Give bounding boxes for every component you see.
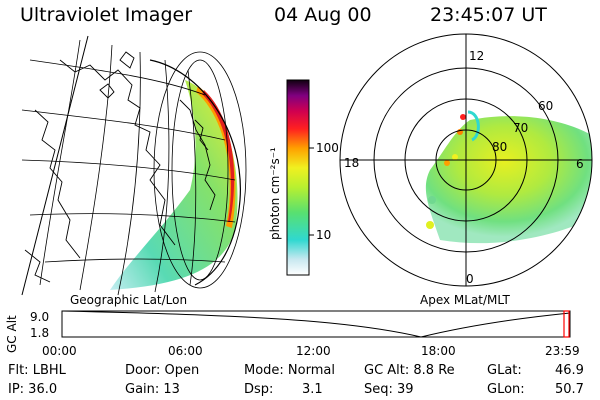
geo-panel-label: Geographic Lat/Lon xyxy=(70,293,187,307)
polar-plot: 12 18 6 0 60 70 80 xyxy=(339,33,593,287)
info-glat-value: 46.9 xyxy=(555,363,584,378)
polar-lat-80: 80 xyxy=(492,140,507,154)
info-ip: IP: 36.0 xyxy=(8,382,58,397)
orbit-x-tick-0000: 00:00 xyxy=(42,344,77,358)
colorbar-tick-100: 100 xyxy=(316,141,339,155)
orbit-y-axis-label: GC Alt xyxy=(5,315,19,353)
orbit-x-tick-1200: 12:00 xyxy=(296,344,331,358)
polar-mlt-12: 12 xyxy=(469,49,484,63)
info-flt: Flt: LBHL xyxy=(8,363,66,378)
colorbar-unit-label: photon cm⁻²s⁻¹ xyxy=(268,147,282,240)
orbit-y-tick-max: 9.0 xyxy=(30,310,49,324)
info-glon-value: 50.7 xyxy=(555,382,584,397)
info-seq: Seq: 39 xyxy=(364,382,414,397)
info-dsp-label: Dsp: xyxy=(244,382,274,397)
info-door: Door: Open xyxy=(125,363,200,378)
colorbar-tick-10: 10 xyxy=(316,228,331,242)
orbit-y-tick-min: 1.8 xyxy=(30,326,49,340)
orbit-altitude-curve xyxy=(61,310,571,338)
info-gc-alt: GC Alt: 8.8 Re xyxy=(364,363,455,378)
orbit-x-tick-1800: 18:00 xyxy=(421,344,456,358)
header-date: 04 Aug 00 xyxy=(274,4,372,26)
info-glon-label: GLon: xyxy=(487,382,525,397)
polar-mlt-0: 0 xyxy=(466,272,474,286)
info-gain: Gain: 13 xyxy=(125,382,180,397)
polar-lat-70: 70 xyxy=(513,121,528,135)
orbit-x-tick-2359: 23:59 xyxy=(545,344,580,358)
geo-aurora-oval xyxy=(110,80,238,290)
header-time: 23:45:07 UT xyxy=(430,4,547,26)
header-title: Ultraviolet Imager xyxy=(20,4,193,26)
info-glat-label: GLat: xyxy=(487,363,522,378)
polar-panel-label: Apex MLat/MLT xyxy=(420,293,510,307)
geographic-map xyxy=(21,35,247,296)
polar-mlt-18: 18 xyxy=(344,156,359,170)
polar-mlt-6: 6 xyxy=(576,157,584,171)
polar-aurora xyxy=(425,116,592,244)
polar-lat-60: 60 xyxy=(538,99,553,113)
colorbar: 100 10 photon cm⁻²s⁻¹ xyxy=(268,79,339,276)
info-mode: Mode: Normal xyxy=(244,363,335,378)
orbit-x-tick-0600: 06:00 xyxy=(168,344,203,358)
orbit-altitude-plot: GC Alt 9.0 1.8 00:00 06:00 12:00 18:00 2… xyxy=(5,310,580,358)
info-dsp-value: 3.1 xyxy=(302,382,323,397)
